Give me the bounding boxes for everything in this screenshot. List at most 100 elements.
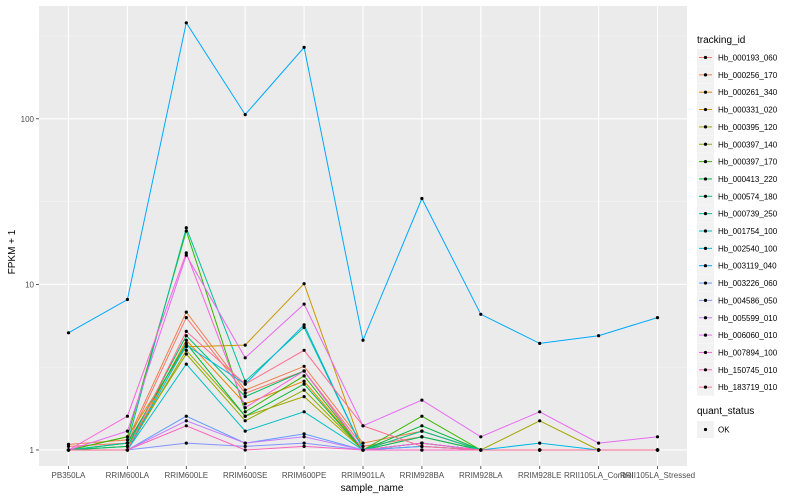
data-point — [302, 388, 306, 392]
legend-item-label: Hb_000193_060 — [718, 54, 778, 63]
data-point — [184, 253, 188, 257]
data-point — [184, 310, 188, 314]
data-point — [184, 329, 188, 333]
data-point — [243, 444, 247, 448]
x-tick-label: RRIM928LE — [518, 471, 562, 480]
data-point — [302, 379, 306, 383]
data-point — [184, 348, 188, 352]
data-point — [420, 435, 424, 439]
legend-item-label: Hb_000261_340 — [718, 88, 778, 97]
legend-item-label: Hb_005599_010 — [718, 314, 778, 323]
legend-key-point — [703, 229, 708, 233]
data-point — [479, 312, 483, 316]
legend-key-point — [703, 90, 708, 94]
data-point — [125, 441, 129, 445]
data-point — [655, 448, 660, 452]
data-point — [302, 348, 306, 352]
legend-item-label: Hb_000397_170 — [718, 158, 778, 167]
data-point — [538, 410, 542, 414]
data-point — [243, 441, 247, 445]
legend-key-point — [703, 350, 708, 355]
data-point — [184, 414, 188, 418]
legend-key-point — [703, 212, 708, 216]
data-point — [538, 341, 542, 345]
legend-item-label: Hb_000413_220 — [718, 175, 778, 184]
legend-item-label: Hb_003226_060 — [718, 279, 778, 288]
data-point — [302, 374, 306, 378]
data-point — [361, 424, 365, 428]
data-point — [184, 441, 188, 445]
legend: tracking_id Hb_000193_060Hb_000256_170Hb… — [697, 35, 778, 438]
legend-key-point — [703, 142, 708, 146]
legend-key-point — [703, 368, 708, 372]
data-point — [479, 435, 483, 439]
data-point — [184, 226, 188, 230]
data-point — [125, 448, 129, 452]
legend-shape-title: quant_status — [697, 406, 754, 417]
legend-key-point — [703, 177, 708, 181]
data-point — [302, 302, 306, 306]
data-point — [243, 356, 247, 360]
x-axis-title: sample_name — [341, 483, 404, 494]
legend-key-point — [703, 264, 708, 268]
data-point — [184, 21, 188, 25]
data-point — [125, 438, 129, 442]
legend-item-label: Hb_003119_040 — [718, 262, 777, 271]
data-point — [420, 429, 424, 433]
data-point — [302, 45, 306, 50]
data-point — [184, 343, 188, 347]
data-point — [302, 369, 306, 373]
data-points — [66, 21, 660, 452]
legend-color-title: tracking_id — [697, 35, 745, 46]
data-point — [361, 441, 365, 445]
data-point — [361, 338, 365, 342]
data-point — [420, 414, 424, 418]
data-point — [420, 441, 424, 445]
data-point — [243, 429, 247, 433]
legend-key-point — [703, 125, 708, 129]
legend-shape-label: OK — [718, 426, 730, 435]
legend-key-point — [703, 246, 708, 250]
data-point — [243, 448, 247, 452]
data-point — [302, 395, 306, 399]
data-point — [243, 414, 247, 418]
data-point — [184, 362, 188, 366]
legend-item-label: Hb_004586_050 — [718, 296, 778, 305]
legend-key-point — [703, 298, 708, 302]
legend-key-point — [703, 281, 708, 285]
data-point — [184, 424, 188, 428]
data-point — [184, 334, 188, 338]
x-tick-label: RRIM600PE — [282, 471, 326, 480]
data-point — [597, 334, 601, 338]
legend-key-point — [703, 107, 708, 112]
legend-key-point — [703, 333, 708, 337]
data-point — [420, 196, 424, 201]
data-point — [243, 379, 247, 383]
y-tick-label: 100 — [21, 115, 35, 124]
legend-color-items: Hb_000193_060 Hb_000256_170 Hb_000261_340 H… — [697, 49, 778, 396]
x-tick-label: RRIM600LE — [164, 471, 208, 480]
x-tick-label: RRIM928BA — [400, 471, 445, 480]
data-point — [420, 424, 424, 428]
data-point — [243, 391, 247, 395]
x-tick-label: RRII105LA_Control — [564, 471, 634, 480]
data-point — [243, 402, 247, 406]
legend-item-label: Hb_001754_100 — [718, 227, 778, 236]
x-tick-label: RRII105LA_Stressed — [620, 471, 695, 480]
data-point — [243, 406, 247, 410]
data-point — [66, 448, 71, 452]
data-point — [243, 388, 247, 392]
data-point — [597, 448, 601, 452]
legend-key-point — [703, 55, 708, 60]
data-point — [538, 441, 542, 445]
data-point — [302, 325, 306, 329]
legend-item-label: Hb_000574_180 — [718, 192, 778, 201]
data-point — [302, 410, 306, 414]
legend-key-point — [703, 194, 708, 198]
data-point — [302, 432, 306, 436]
x-tick-label: RRIM600SE — [223, 471, 267, 480]
data-point — [184, 352, 188, 356]
y-tick-label: 1 — [30, 446, 35, 455]
legend-item-label: Hb_007894_100 — [718, 348, 778, 357]
